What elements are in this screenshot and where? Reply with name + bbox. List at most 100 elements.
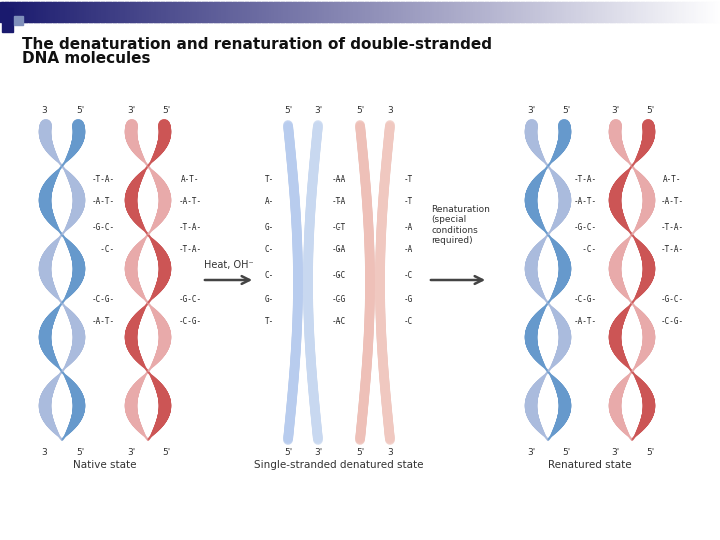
Bar bbox=[456, 2, 459, 22]
Bar bbox=[686, 2, 690, 22]
Bar bbox=[360, 2, 364, 22]
Bar bbox=[130, 2, 133, 22]
Bar bbox=[516, 2, 519, 22]
Text: -T: -T bbox=[332, 198, 341, 206]
Bar bbox=[362, 2, 366, 22]
Bar bbox=[194, 2, 198, 22]
Bar bbox=[108, 2, 112, 22]
Bar bbox=[209, 2, 212, 22]
Text: -T-A-: -T-A- bbox=[179, 246, 202, 254]
Bar bbox=[657, 2, 661, 22]
Bar bbox=[295, 2, 299, 22]
Text: 3': 3' bbox=[611, 106, 619, 115]
Bar bbox=[34, 2, 37, 22]
Text: -G: -G bbox=[332, 272, 341, 280]
Bar bbox=[528, 2, 531, 22]
Bar bbox=[696, 2, 699, 22]
Text: -C-: -C- bbox=[573, 246, 597, 254]
Text: -T-A-: -T-A- bbox=[91, 176, 114, 185]
Bar bbox=[271, 2, 274, 22]
Text: -A: -A bbox=[337, 176, 346, 185]
Bar bbox=[288, 2, 292, 22]
Bar bbox=[706, 2, 709, 22]
Bar bbox=[86, 2, 90, 22]
Bar bbox=[526, 2, 529, 22]
Text: Renaturation
(special
conditions
required): Renaturation (special conditions require… bbox=[431, 205, 490, 245]
Bar bbox=[81, 2, 85, 22]
Bar bbox=[142, 2, 145, 22]
Text: -C: -C bbox=[332, 224, 341, 233]
Bar bbox=[463, 2, 467, 22]
Bar bbox=[274, 2, 277, 22]
Bar bbox=[185, 2, 188, 22]
Bar bbox=[554, 2, 558, 22]
Text: -G-C-: -G-C- bbox=[660, 295, 683, 305]
Bar bbox=[708, 2, 711, 22]
Text: -C-G-: -C-G- bbox=[179, 318, 202, 327]
Bar bbox=[394, 2, 397, 22]
Bar bbox=[22, 2, 25, 22]
Bar bbox=[122, 2, 126, 22]
Bar bbox=[338, 2, 342, 22]
Bar bbox=[365, 2, 368, 22]
Bar bbox=[593, 2, 596, 22]
Text: -G: -G bbox=[332, 246, 341, 254]
Text: 5': 5' bbox=[562, 106, 570, 115]
Bar bbox=[182, 2, 186, 22]
Bar bbox=[300, 2, 303, 22]
Bar bbox=[261, 2, 265, 22]
Bar bbox=[175, 2, 179, 22]
Text: -A-T-: -A-T- bbox=[91, 318, 114, 327]
Bar bbox=[655, 2, 659, 22]
Text: 5': 5' bbox=[162, 106, 170, 115]
Bar bbox=[715, 2, 719, 22]
Bar bbox=[310, 2, 313, 22]
Bar bbox=[367, 2, 371, 22]
Bar bbox=[408, 2, 411, 22]
Bar bbox=[5, 2, 8, 22]
Bar bbox=[430, 2, 433, 22]
Bar bbox=[48, 2, 51, 22]
Bar bbox=[617, 2, 620, 22]
Bar bbox=[466, 2, 469, 22]
Bar bbox=[643, 2, 647, 22]
Bar bbox=[139, 2, 143, 22]
Text: DNA molecules: DNA molecules bbox=[22, 51, 150, 66]
Bar bbox=[14, 2, 18, 22]
Bar bbox=[353, 2, 356, 22]
Bar bbox=[228, 2, 231, 22]
Bar bbox=[473, 2, 476, 22]
Bar bbox=[189, 2, 193, 22]
Bar bbox=[27, 2, 30, 22]
Bar bbox=[569, 2, 572, 22]
Text: C-: C- bbox=[265, 272, 274, 280]
Bar bbox=[480, 2, 483, 22]
Bar bbox=[391, 2, 395, 22]
Text: 3': 3' bbox=[527, 448, 535, 457]
Bar bbox=[144, 2, 148, 22]
Text: 5': 5' bbox=[356, 106, 364, 115]
Bar bbox=[701, 2, 704, 22]
Bar bbox=[41, 2, 44, 22]
Bar bbox=[614, 2, 618, 22]
Bar bbox=[461, 2, 464, 22]
Text: 5': 5' bbox=[562, 448, 570, 457]
Bar bbox=[415, 2, 418, 22]
Bar bbox=[446, 2, 450, 22]
Text: 3: 3 bbox=[387, 106, 393, 115]
Bar bbox=[377, 2, 380, 22]
Bar bbox=[317, 2, 320, 22]
Bar bbox=[369, 2, 373, 22]
Text: 5': 5' bbox=[162, 448, 170, 457]
Bar bbox=[247, 2, 251, 22]
Bar bbox=[257, 2, 260, 22]
Bar bbox=[576, 2, 580, 22]
Text: -A: -A bbox=[337, 246, 346, 254]
Bar bbox=[667, 2, 670, 22]
Bar bbox=[329, 2, 332, 22]
Bar bbox=[468, 2, 472, 22]
Bar bbox=[449, 2, 452, 22]
Bar bbox=[459, 2, 462, 22]
Text: -G-C-: -G-C- bbox=[573, 224, 597, 233]
Bar bbox=[65, 2, 68, 22]
